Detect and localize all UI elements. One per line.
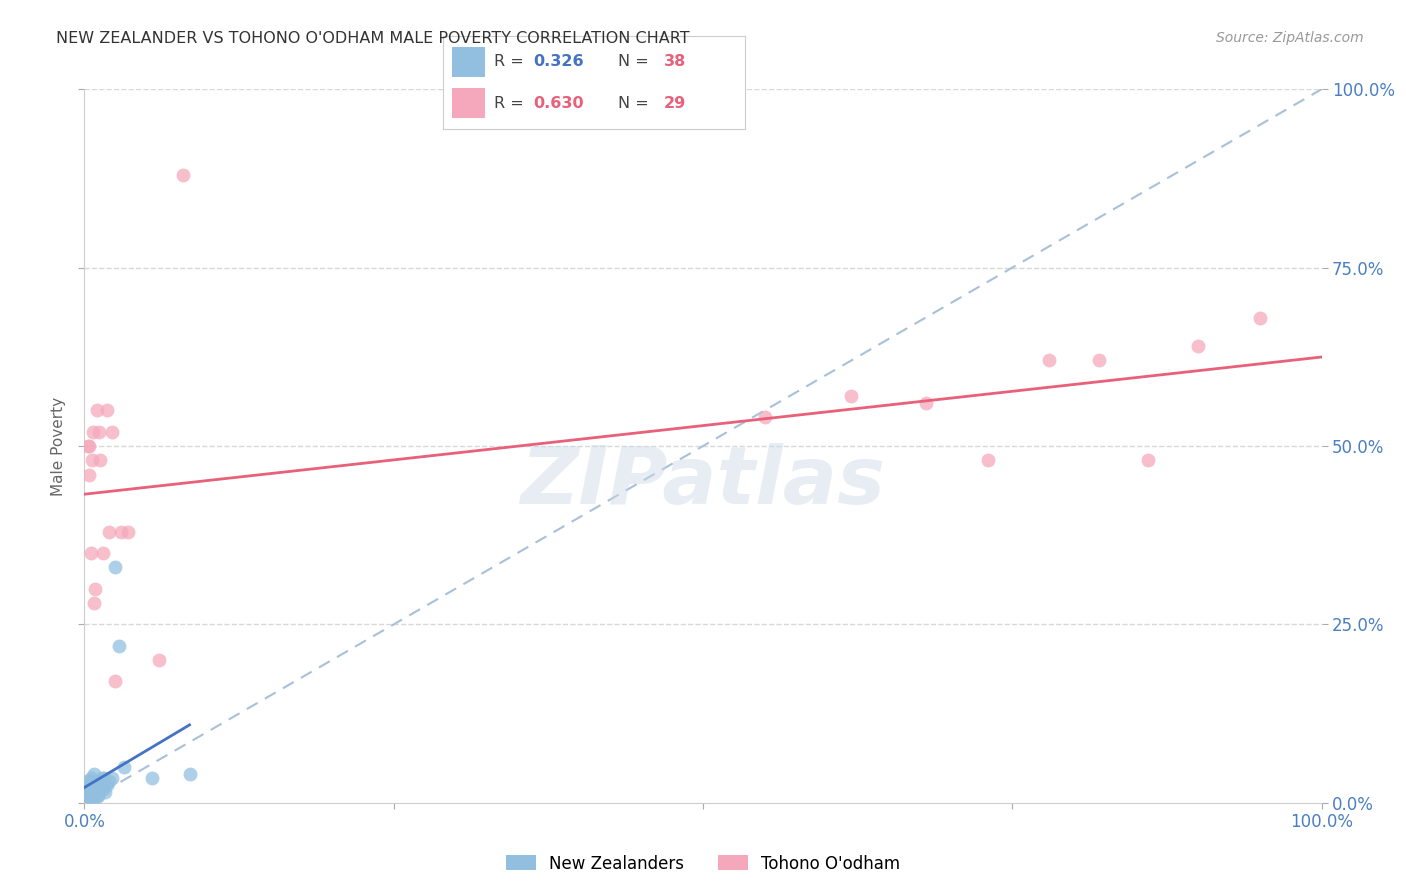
Point <box>96 778 118 792</box>
Point <box>77 789 100 803</box>
Point <box>1249 310 1271 325</box>
Point <box>1038 353 1060 368</box>
Text: 29: 29 <box>664 95 686 111</box>
Point <box>110 524 132 539</box>
Point <box>79 785 101 799</box>
Point <box>1137 453 1160 467</box>
Point <box>179 767 201 781</box>
Text: 38: 38 <box>664 54 686 70</box>
Point <box>94 785 117 799</box>
Point <box>104 674 127 689</box>
Text: R =: R = <box>495 95 529 111</box>
Point <box>80 774 103 789</box>
Point <box>172 168 194 182</box>
Point <box>100 425 122 439</box>
Point <box>79 546 101 560</box>
Point <box>976 453 998 467</box>
Point <box>86 789 108 803</box>
Point <box>79 789 101 803</box>
Point <box>79 789 101 803</box>
Point <box>86 778 108 792</box>
Point <box>89 778 111 792</box>
Point <box>89 785 111 799</box>
Text: N =: N = <box>619 95 654 111</box>
Point <box>86 403 108 417</box>
FancyBboxPatch shape <box>451 47 485 77</box>
Point <box>91 546 114 560</box>
Point <box>96 403 118 417</box>
Text: NEW ZEALANDER VS TOHONO O'ODHAM MALE POVERTY CORRELATION CHART: NEW ZEALANDER VS TOHONO O'ODHAM MALE POV… <box>56 31 690 46</box>
Text: 0.326: 0.326 <box>534 54 585 70</box>
Point <box>108 639 131 653</box>
Point <box>98 524 121 539</box>
Point <box>89 425 111 439</box>
Point <box>141 771 163 785</box>
Text: Source: ZipAtlas.com: Source: ZipAtlas.com <box>1216 31 1364 45</box>
Text: ZIPatlas: ZIPatlas <box>520 442 886 521</box>
Text: N =: N = <box>619 54 654 70</box>
Text: 0.630: 0.630 <box>534 95 585 111</box>
Point <box>841 389 863 403</box>
Point <box>79 467 101 482</box>
Point <box>80 781 103 796</box>
Point <box>76 781 98 796</box>
Point <box>112 760 135 774</box>
Point <box>84 781 107 796</box>
Point <box>117 524 139 539</box>
Point <box>1187 339 1209 353</box>
Point <box>84 789 107 803</box>
Point <box>83 767 105 781</box>
Point <box>87 789 110 803</box>
Point <box>82 425 104 439</box>
Point <box>82 789 104 803</box>
Point <box>83 789 105 803</box>
FancyBboxPatch shape <box>451 88 485 118</box>
Y-axis label: Male Poverty: Male Poverty <box>51 396 66 496</box>
Point <box>84 582 107 596</box>
Point <box>89 453 111 467</box>
Point <box>82 778 104 792</box>
Point <box>77 439 100 453</box>
Point <box>90 771 112 785</box>
Point <box>91 781 114 796</box>
Point <box>80 789 103 803</box>
Point <box>98 774 121 789</box>
Point <box>83 781 105 796</box>
Point <box>1088 353 1111 368</box>
Point <box>100 771 122 785</box>
Point <box>87 781 110 796</box>
Point <box>148 653 170 667</box>
Point <box>83 596 105 610</box>
Point <box>79 781 101 796</box>
Point <box>104 560 127 574</box>
Point <box>914 396 936 410</box>
Point <box>79 778 101 792</box>
Text: R =: R = <box>495 54 529 70</box>
Point <box>79 771 101 785</box>
Point <box>93 771 115 785</box>
Point <box>754 410 776 425</box>
Legend: New Zealanders, Tohono O'odham: New Zealanders, Tohono O'odham <box>499 848 907 880</box>
Point <box>77 774 100 789</box>
Point <box>80 453 103 467</box>
Point <box>76 789 98 803</box>
Point <box>79 439 101 453</box>
